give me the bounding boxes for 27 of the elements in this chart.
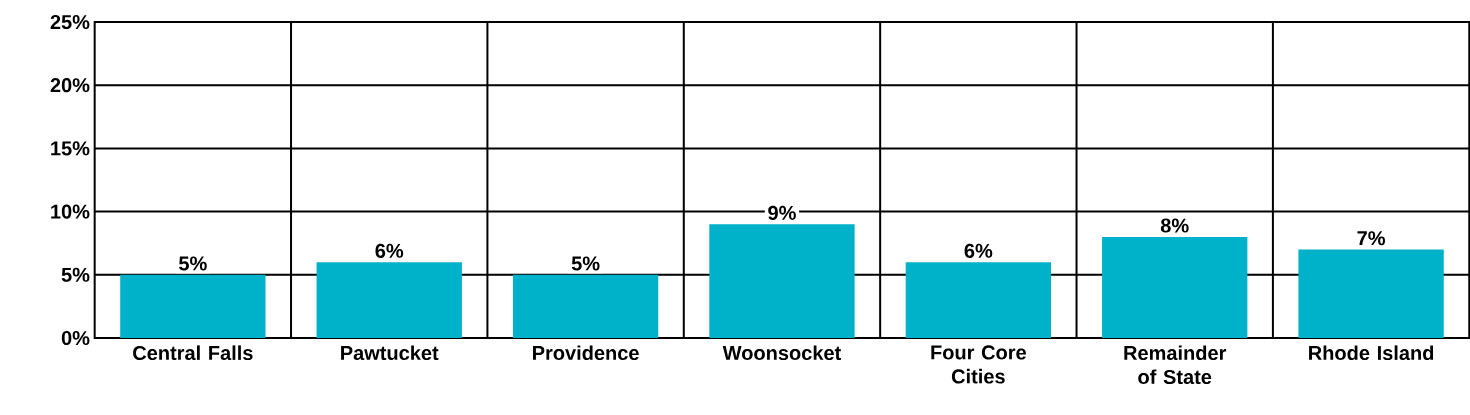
x-tick-label: Central Falls <box>133 345 253 361</box>
data-label: 7% <box>1357 231 1385 246</box>
data-label: 5% <box>571 256 600 271</box>
data-label: 5% <box>179 256 207 271</box>
x-tick-label: Four Core Cities <box>931 345 1026 384</box>
bar <box>905 262 1051 338</box>
bar <box>1102 236 1248 338</box>
x-tick-label: Rhode Island <box>1309 345 1434 361</box>
x-tick-label: Pawtucket <box>341 345 439 361</box>
bar <box>1298 249 1444 338</box>
x-tick-label: Woonsocket <box>722 345 841 361</box>
bar <box>709 224 855 338</box>
y-tick-label: 5% <box>61 267 90 282</box>
bar <box>316 262 462 338</box>
bar <box>120 274 266 338</box>
y-tick-label: 20% <box>50 78 90 93</box>
y-tick-label: 10% <box>51 204 90 219</box>
x-tick-label: Remainder of State <box>1124 345 1227 385</box>
data-label: 6% <box>375 243 404 258</box>
y-tick-label: 25% <box>50 14 90 30</box>
x-tick-label: Providence <box>533 345 639 361</box>
data-label: 8% <box>1160 218 1189 233</box>
y-tick-label: 15% <box>51 141 90 156</box>
bar <box>512 274 659 338</box>
data-label: 9% <box>768 205 796 220</box>
data-label: 6% <box>964 243 993 258</box>
y-tick-label: 0% <box>61 330 90 346</box>
